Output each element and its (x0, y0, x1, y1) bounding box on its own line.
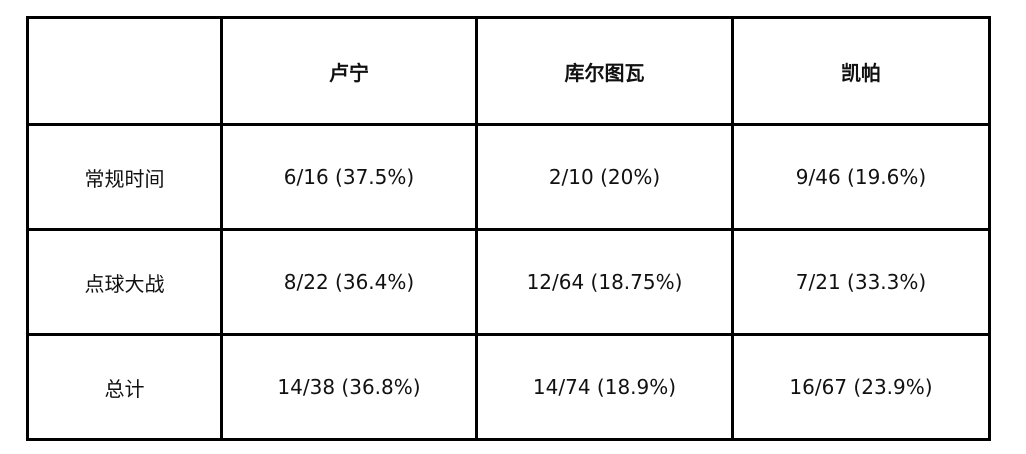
table-row: 常规时间 6/16 (37.5%) 2/10 (20%) 9/46 (19.6%… (26, 123, 991, 231)
row-label: 点球大战 (26, 228, 223, 336)
table-cell: 12/64 (18.75%) (475, 228, 734, 336)
table-cell: 2/10 (20%) (475, 123, 734, 231)
header-cell: 卢宁 (220, 16, 478, 126)
row-label: 总计 (26, 333, 223, 441)
header-cell-empty (26, 16, 223, 126)
table-cell: 16/67 (23.9%) (731, 333, 991, 441)
table-cell: 8/22 (36.4%) (220, 228, 478, 336)
table-row: 总计 14/38 (36.8%) 14/74 (18.9%) 16/67 (23… (26, 333, 991, 441)
table-cell: 14/38 (36.8%) (220, 333, 478, 441)
header-row: 卢宁 库尔图瓦 凯帕 (26, 16, 991, 126)
table-cell: 14/74 (18.9%) (475, 333, 734, 441)
row-label: 常规时间 (26, 123, 223, 231)
table-cell: 6/16 (37.5%) (220, 123, 478, 231)
table-cell: 7/21 (33.3%) (731, 228, 991, 336)
header-cell: 凯帕 (731, 16, 991, 126)
stats-table: 卢宁 库尔图瓦 凯帕 常规时间 6/16 (37.5%) 2/10 (20%) … (26, 16, 991, 441)
header-cell: 库尔图瓦 (475, 16, 734, 126)
table-cell: 9/46 (19.6%) (731, 123, 991, 231)
table-row: 点球大战 8/22 (36.4%) 12/64 (18.75%) 7/21 (3… (26, 228, 991, 336)
